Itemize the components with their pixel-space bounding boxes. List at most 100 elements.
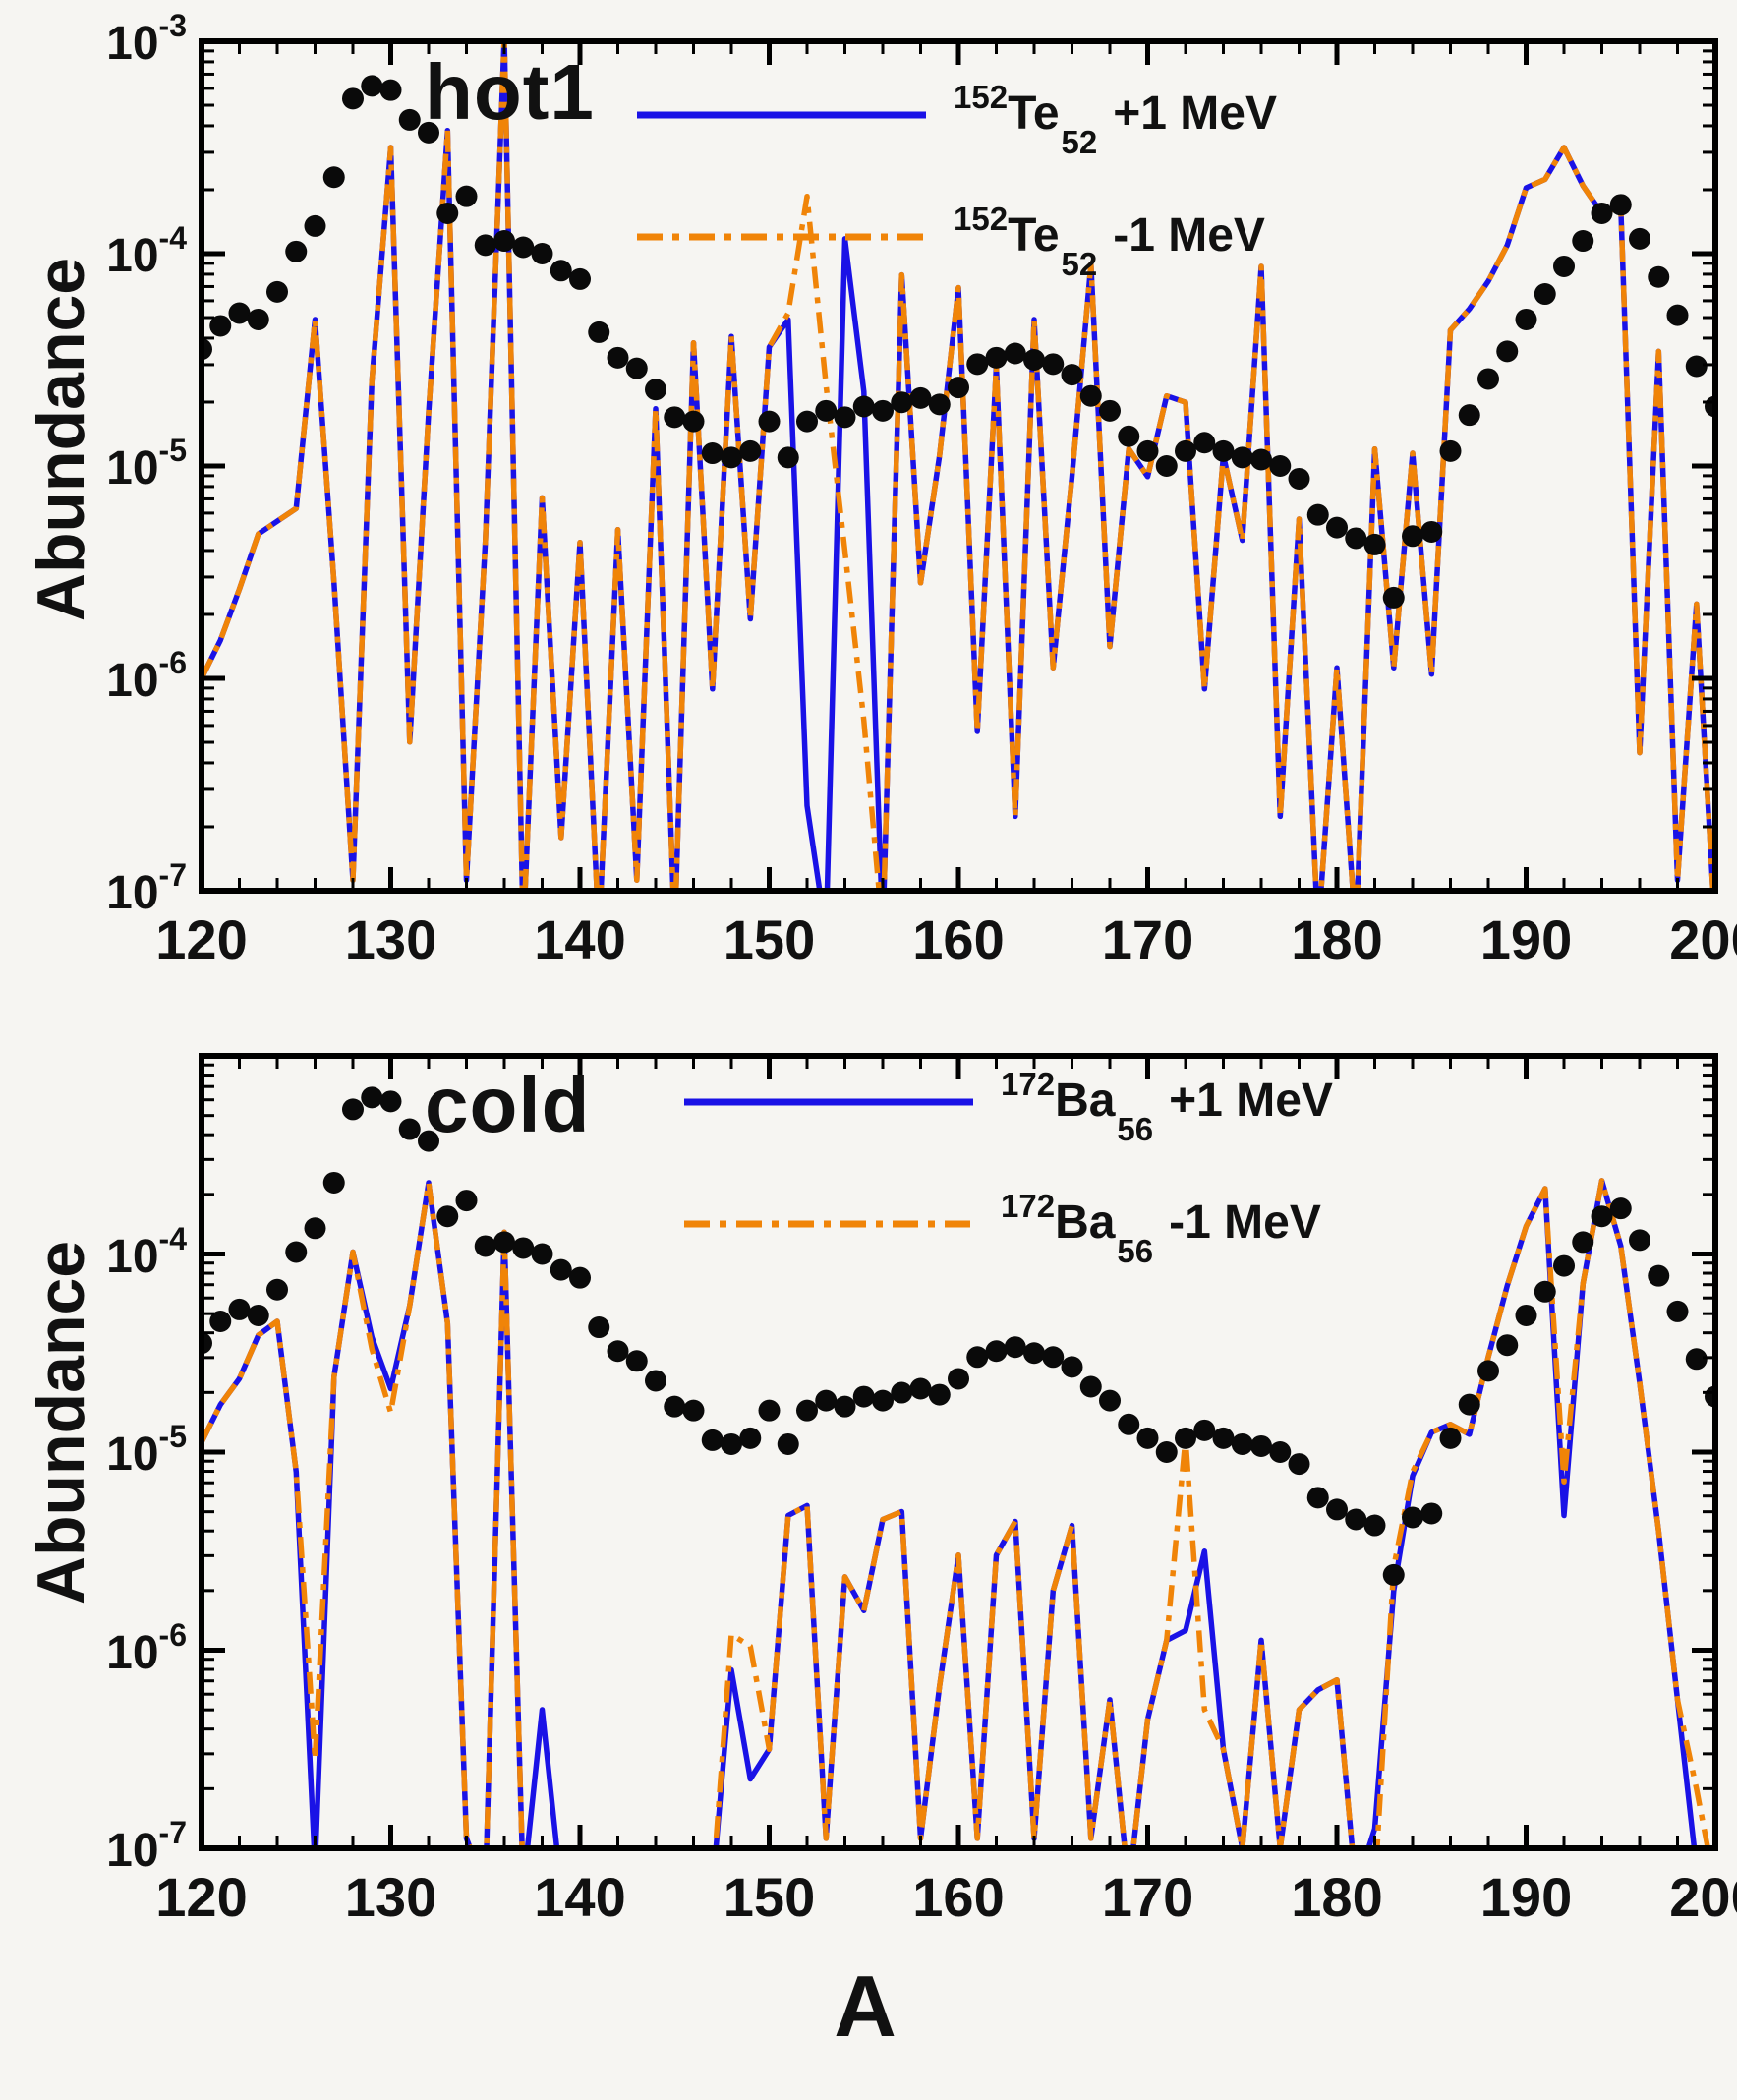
data-dot [909,386,932,409]
data-dot [266,280,288,303]
data-dot [209,1311,232,1333]
data-dot [203,338,212,361]
y-tick-label: 10-6 [106,645,187,707]
data-dot [815,399,838,422]
data-dot [322,1171,345,1194]
panel-label-cold: cold [425,1061,591,1148]
data-dot [625,1350,648,1372]
series-line-solid [203,1178,1698,1846]
data-dot [1648,1264,1670,1287]
data-dot [304,1217,326,1240]
data-dot [872,1389,894,1412]
data-dot [966,353,989,376]
data-dot [891,391,913,414]
data-dot [1136,1427,1159,1449]
data-dot [1496,1334,1519,1357]
data-dot [1439,439,1462,462]
data-dot [247,1304,269,1326]
data-dot [739,1427,762,1449]
data-dot [436,202,459,224]
data-dot [1496,340,1519,363]
data-dot [1061,364,1083,386]
data-dot [1004,342,1026,365]
data-dot [758,410,781,433]
data-dot [948,377,969,399]
data-dot [1079,384,1102,407]
data-dot [379,79,402,101]
data-dot [1629,227,1650,250]
data-dot [1042,353,1065,376]
x-tick-label: 120 [155,908,248,970]
data-dot [1023,1342,1045,1365]
data-dot [1666,1300,1689,1322]
data-dot [322,166,345,189]
data-dot [607,346,629,369]
data-dot [209,315,232,337]
data-dot [455,185,478,207]
data-dot [418,1130,439,1152]
data-dot [493,230,515,253]
data-dot [342,1098,364,1121]
data-dot [493,1231,515,1254]
data-dot [645,379,666,401]
x-tick-label: 120 [155,1866,248,1928]
data-dot [1515,308,1537,330]
data-dot [928,393,951,416]
data-dot [852,395,875,418]
data-dot [985,1340,1008,1363]
x-tick-label: 140 [534,1866,626,1928]
data-dot [398,108,421,131]
x-tick-label: 140 [534,908,626,970]
data-dot [1306,503,1329,526]
data-dot [1382,1563,1405,1586]
data-dot [682,1399,705,1422]
data-dot [872,399,894,422]
data-dot [1231,446,1253,469]
data-dot [531,243,553,264]
data-dot [1609,194,1632,216]
data-dot [1477,1360,1499,1382]
data-dot [985,346,1008,369]
legend-line-solid-icon [684,1098,973,1106]
x-tick-label: 150 [723,908,816,970]
data-dot [1402,525,1423,548]
data-dot [1250,1434,1272,1457]
data-dot [228,302,251,324]
data-dot [1118,1413,1140,1435]
data-dot [1061,1356,1083,1378]
data-dot [361,1086,383,1109]
data-dot [1477,368,1499,390]
data-dot [1004,1336,1026,1359]
panel-frame [199,1053,1718,1851]
y-tick-label: 10-7 [106,1815,187,1877]
data-dot [1591,1205,1613,1228]
data-dot [1079,1375,1102,1398]
data-dot [1572,1231,1594,1254]
data-dot [247,308,269,330]
y-tick-label: 10-5 [106,1419,187,1481]
data-dot [1363,1514,1386,1537]
data-dot [1666,304,1689,326]
data-dot [228,1298,251,1320]
x-tick-label: 190 [1479,908,1573,970]
legend-label: 152Te52-1 MeV [954,201,1265,282]
data-dot [664,1395,686,1418]
data-dot [891,1381,913,1404]
data-dot [1269,1441,1292,1463]
data-dot [1534,1280,1556,1303]
data-dot [550,1258,572,1281]
data-dot [1648,265,1670,288]
data-dot [758,1399,781,1422]
data-dot [852,1385,875,1408]
data-dot [1306,1487,1329,1509]
data-dot [1250,448,1272,471]
data-dot [1231,1432,1253,1455]
data-dot [550,260,572,282]
data-dot [512,236,535,259]
y-tick-label: 10-7 [106,857,187,919]
series-line-dash-dot [203,1178,1710,1846]
data-dot [1420,520,1443,543]
data-dot [1155,455,1178,477]
data-dot [721,446,742,469]
x-tick-label: 160 [912,1866,1005,1928]
